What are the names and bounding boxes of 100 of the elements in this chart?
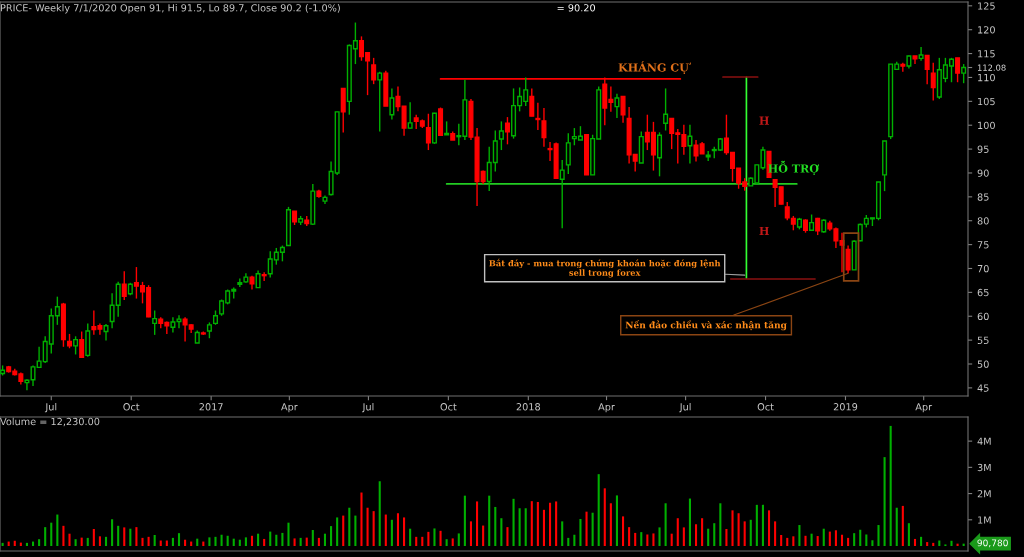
candlestick — [663, 87, 669, 132]
bar — [372, 511, 375, 547]
bar — [701, 518, 704, 547]
candlestick — [340, 87, 346, 134]
bar — [445, 539, 448, 547]
bar — [13, 540, 16, 547]
bar — [323, 533, 327, 547]
bar — [865, 534, 868, 547]
x-tick-label: Jul — [44, 402, 57, 413]
bar — [293, 538, 296, 547]
annotation: Nến đảo chiều và xác nhận tăng — [625, 320, 787, 331]
bar — [439, 530, 442, 547]
chart-title: PRICE- Weekly 7/1/2020 Open 91, Hi 91.5, Lo 89.7, Close 90.2 (-1.0%) — [0, 3, 340, 14]
bar — [415, 536, 418, 547]
bar — [597, 474, 600, 547]
bar — [731, 510, 734, 547]
candlestick — [407, 101, 413, 130]
bar — [123, 527, 126, 547]
bar — [62, 525, 65, 547]
y-tick-label: 120 — [978, 26, 995, 34]
y-tick-label: 60 — [977, 312, 989, 321]
bar — [184, 539, 187, 547]
bar — [354, 515, 357, 547]
bar — [494, 506, 497, 547]
bar — [403, 517, 406, 547]
bar — [196, 538, 199, 547]
bar — [658, 527, 661, 547]
bar — [44, 527, 47, 547]
candlestick — [261, 271, 267, 282]
bar — [427, 531, 430, 547]
x-tick-label: Oct — [757, 403, 774, 411]
annotation: KHÁNG CỰ — [618, 61, 691, 74]
y-tick-label: 55 — [977, 336, 989, 344]
bar — [263, 538, 266, 547]
bar — [767, 510, 771, 547]
bar — [366, 507, 369, 547]
candlestick — [541, 107, 547, 148]
bar — [153, 535, 156, 547]
x-tick-label: Oct — [440, 403, 457, 411]
x-tick-label: Apr — [281, 403, 298, 413]
candlestick — [565, 132, 571, 175]
bar — [725, 528, 728, 547]
candlestick — [425, 113, 431, 151]
bar — [500, 518, 503, 547]
y-tick-label: 105 — [978, 97, 995, 106]
bar — [269, 531, 272, 547]
bar — [895, 507, 898, 547]
bar — [257, 533, 260, 547]
bar — [792, 536, 795, 547]
bar — [755, 504, 758, 547]
bar — [409, 528, 412, 547]
bar — [615, 495, 618, 547]
candlestick — [559, 159, 565, 230]
bar — [877, 525, 880, 547]
bar — [609, 503, 612, 547]
x-tick-label: 2019 — [833, 403, 858, 411]
x-tick-label: 2018 — [516, 403, 541, 411]
bar — [384, 514, 387, 547]
bar — [330, 526, 333, 547]
bar — [822, 528, 825, 547]
bar — [585, 511, 588, 547]
bar — [208, 537, 211, 547]
bar — [56, 514, 59, 547]
candlestick — [900, 61, 906, 73]
bar — [737, 513, 740, 547]
candlestick — [395, 85, 401, 113]
bar — [165, 540, 168, 547]
bar — [561, 521, 564, 547]
bar — [676, 518, 679, 547]
bar — [640, 532, 643, 547]
candlestick — [535, 102, 541, 131]
bar — [86, 537, 89, 547]
bar — [646, 534, 649, 547]
bar — [281, 532, 284, 547]
bar — [761, 504, 764, 547]
bar — [275, 534, 278, 547]
bar — [421, 536, 424, 547]
bar — [938, 540, 941, 547]
bar — [250, 535, 254, 547]
candlestick — [389, 87, 395, 121]
bar — [305, 537, 308, 547]
bar — [859, 529, 862, 547]
bar — [810, 533, 813, 547]
candlestick — [924, 54, 930, 85]
y-tick-label: 115 — [978, 50, 995, 58]
candlestick — [498, 120, 504, 151]
bar — [524, 508, 527, 547]
candlestick — [79, 330, 85, 359]
bar — [317, 537, 320, 547]
candlestick — [687, 124, 693, 165]
bar — [889, 425, 892, 547]
bar — [463, 495, 466, 547]
x-tick-label: Jul — [679, 402, 691, 413]
candlestick — [121, 270, 127, 301]
bar — [214, 536, 217, 547]
y-tick-label: 3M — [977, 463, 991, 472]
x-tick-label: Jul — [362, 402, 374, 413]
bar — [390, 519, 393, 547]
y-tick-label: 112.08 — [977, 64, 1006, 71]
bar — [542, 509, 545, 547]
